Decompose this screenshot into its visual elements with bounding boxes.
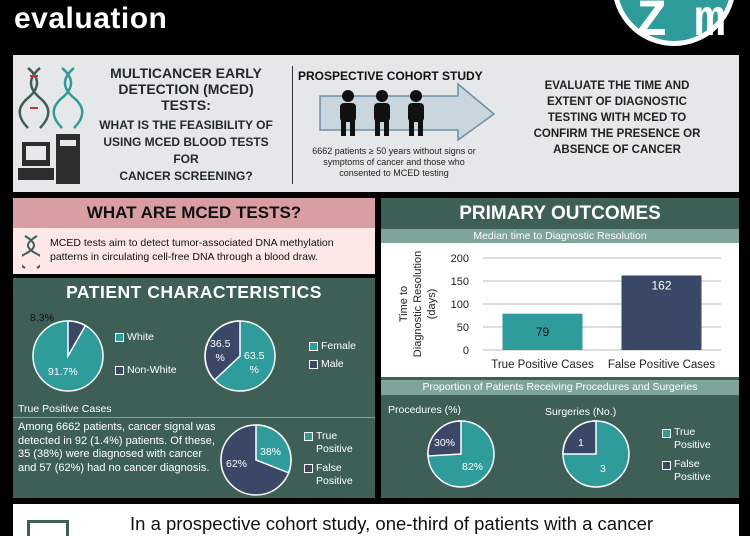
surgeries-label: Surgeries (No.) (545, 406, 617, 418)
chart-subheader: Median time to Diagnostic Resolution (381, 229, 739, 243)
bar-1 (502, 313, 583, 350)
true-positive-pie-chart (220, 424, 292, 496)
bar-chart: 0 50 100 150 200 Time to Diagnostic Resolution… (398, 251, 721, 371)
bar-value-label: 79 (536, 325, 550, 339)
goal-line-2: EXTENT OF DIAGNOSTIC (547, 96, 687, 108)
legend-true-positive: True Positive (316, 430, 353, 455)
key-finding-text: In a prospective cohort study, one-third… (130, 513, 654, 534)
sex-female-unit: % (249, 364, 259, 376)
legend-swatch-male (309, 360, 318, 369)
what-header (13, 198, 375, 228)
race-label-white: 91.7% (48, 366, 78, 378)
surgeries-false-value: 1 (578, 437, 584, 449)
x-tick-label: True Positive Cases (491, 359, 594, 371)
what-description: MCED tests aim to detect tumor-associate… (50, 237, 334, 263)
procedures-pie-chart (427, 420, 495, 488)
sex-male-value: 36.5 (210, 338, 231, 350)
tp-label-38: 38% (260, 446, 282, 458)
sex-female-value: 63.5 (244, 350, 265, 362)
legend-male: Male (321, 358, 344, 370)
x-tick-label: False Positive Cases (608, 359, 716, 371)
bar-2 (621, 275, 702, 350)
bar-value-label: 162 (651, 278, 671, 292)
y-tick-label: 100 (451, 299, 469, 311)
what-title: WHAT ARE MCED TESTS? (86, 203, 302, 222)
patient-characteristics-title: PATIENT CHARACTERISTICS (66, 282, 322, 302)
y-axis-label-line: Time to (398, 286, 410, 322)
study-title: PROSPECTIVE COHORT STUDY (298, 69, 483, 83)
goal-line-1: EVALUATE THE TIME AND (544, 80, 690, 92)
surgeries-pie-chart (562, 420, 630, 488)
chart-subheader-text: Median time to Diagnostic Resolution (473, 230, 647, 242)
y-axis-label-line: Diagnostic Resolution (412, 251, 424, 357)
race-pie-chart (32, 320, 104, 392)
research-question: MULTICANCER EARLY DETECTION (MCED) TESTS… (96, 65, 276, 185)
question-title: MULTICANCER EARLY DETECTION (MCED) TESTS… (110, 65, 262, 113)
procedures-label: Procedures (%) (388, 404, 461, 416)
true-positive-description: Among 6662 patients, cancer signal was d… (18, 421, 216, 474)
question-line: WHAT IS THE FEASIBILITY OF USING MCED BL… (96, 117, 276, 185)
y-tick-label: 50 (457, 322, 469, 334)
y-axis-label: Time to Diagnostic Resolution (days) (398, 251, 438, 357)
cohort-arrow-icon (319, 82, 496, 142)
procedures-true-value: 82% (462, 461, 484, 473)
question-line-1: WHAT IS THE FEASIBILITY OF (99, 118, 273, 132)
legend-swatch-white (115, 333, 124, 342)
primary-outcomes-title: PRIMARY OUTCOMES (459, 203, 661, 224)
true-positive-label: True Positive Cases (18, 403, 112, 415)
y-tick-label: 150 (451, 276, 469, 288)
race-label-nonwhite: 8.3% (30, 312, 54, 324)
sex-male-unit: % (215, 352, 225, 364)
legend-nonwhite: Non-White (127, 364, 177, 376)
legend-swatch-true-positive (304, 432, 313, 441)
divider (292, 66, 293, 184)
page-title: evaluation (14, 2, 168, 35)
study-goal: EVALUATE THE TIME AND EXTENT OF DIAGNOST… (512, 78, 722, 158)
outcome-legend-false-positive: False Positive (674, 458, 711, 483)
legend-swatch-female (309, 342, 318, 351)
y-axis-label-line: (days) (426, 289, 438, 320)
legend-false-positive: False Positive (316, 462, 353, 487)
sex-label-male: 36.5 % (210, 337, 230, 365)
legend-white: White (127, 331, 154, 343)
tp-label-62: 62% (226, 458, 248, 470)
procedures-false-value: 30% (434, 437, 456, 449)
logo-text: Z m (636, 0, 726, 51)
dna-icon (22, 235, 40, 269)
goal-line-5: ABSENCE OF CANCER (553, 144, 681, 156)
divider (13, 417, 375, 418)
question-line-3: CANCER SCREENING? (119, 169, 253, 183)
sex-label-female: 63.5 % (244, 349, 264, 377)
y-tick-label: 0 (463, 345, 469, 357)
goal-line-3: TESTING WITH MCED TO (547, 112, 687, 124)
procedures-subheader: Proportion of Patients Receiving Procedu… (381, 380, 739, 395)
surgeries-true-value: 3 (600, 463, 606, 475)
goal-line-4: CONFIRM THE PRESENCE OR (533, 128, 701, 140)
legend-swatch-nonwhite (115, 366, 124, 375)
legend-swatch-false-positive (304, 464, 313, 473)
y-tick-label: 200 (451, 253, 469, 265)
what-body (13, 228, 375, 274)
chart-area: 0 50 100 150 200 Time to Diagnostic Resolution… (381, 243, 739, 377)
dna-computer-icon (18, 67, 84, 184)
study-description: 6662 patients ≥ 50 years without signs o… (312, 146, 476, 178)
key-finding-icon (27, 520, 69, 536)
legend-swatch-false-positive (662, 461, 671, 470)
procedures-subheader-text: Proportion of Patients Receiving Procedu… (422, 381, 698, 393)
question-line-2: USING MCED BLOOD TESTS FOR (103, 135, 269, 166)
key-finding-panel (13, 504, 739, 536)
sex-pie-chart (204, 320, 276, 392)
outcome-legend-true-positive: True Positive (674, 426, 711, 451)
legend-swatch-true-positive (662, 429, 671, 438)
legend-female: Female (321, 340, 357, 352)
